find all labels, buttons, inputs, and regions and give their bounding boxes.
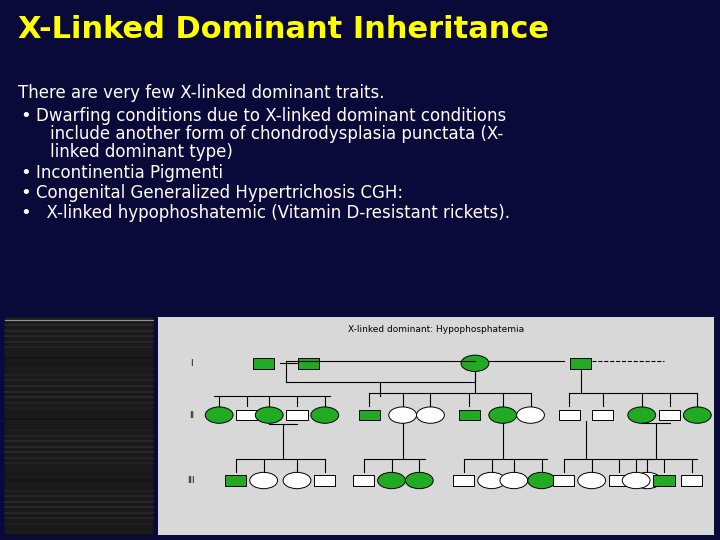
Text: III: III [188, 476, 195, 485]
Text: X-linked hypophoshatemic (Vitamin D-resistant rickets).: X-linked hypophoshatemic (Vitamin D-resi… [36, 204, 510, 222]
Text: linked dominant type): linked dominant type) [50, 143, 233, 161]
Text: X-Linked Dominant Inheritance: X-Linked Dominant Inheritance [18, 15, 549, 44]
Ellipse shape [634, 472, 661, 489]
Bar [236, 410, 258, 420]
Ellipse shape [577, 472, 606, 489]
FancyBboxPatch shape [5, 317, 153, 535]
Bar [681, 475, 702, 485]
Text: •: • [20, 107, 31, 125]
Ellipse shape [528, 472, 556, 489]
Ellipse shape [256, 407, 283, 423]
Ellipse shape [389, 407, 417, 423]
Text: •: • [20, 184, 31, 202]
Text: II: II [189, 410, 194, 420]
Text: Dwarfing conditions due to X-linked dominant conditions: Dwarfing conditions due to X-linked domi… [36, 107, 506, 125]
Text: •: • [20, 204, 31, 222]
Bar [225, 475, 246, 485]
Bar [593, 410, 613, 420]
Ellipse shape [377, 472, 405, 489]
FancyBboxPatch shape [158, 317, 714, 535]
Bar [609, 475, 630, 485]
Text: I: I [190, 359, 193, 368]
Bar [570, 358, 591, 368]
Bar [459, 410, 480, 420]
Ellipse shape [683, 407, 711, 423]
Ellipse shape [517, 407, 544, 423]
Text: There are very few X-linked dominant traits.: There are very few X-linked dominant tra… [18, 84, 384, 102]
Bar [553, 475, 575, 485]
Bar [653, 475, 675, 485]
Bar [559, 410, 580, 420]
Bar [287, 410, 307, 420]
Text: Incontinentia Pigmenti: Incontinentia Pigmenti [36, 164, 223, 182]
Text: X-linked dominant: Hypophosphatemia: X-linked dominant: Hypophosphatemia [348, 325, 524, 334]
Bar [314, 475, 336, 485]
Ellipse shape [622, 472, 650, 489]
Ellipse shape [628, 407, 656, 423]
Ellipse shape [489, 407, 517, 423]
Ellipse shape [311, 407, 338, 423]
Ellipse shape [250, 472, 277, 489]
Bar [359, 410, 380, 420]
Bar [659, 410, 680, 420]
Ellipse shape [417, 407, 444, 423]
Text: Congenital Generalized Hypertrichosis CGH:: Congenital Generalized Hypertrichosis CG… [36, 184, 403, 202]
Ellipse shape [205, 407, 233, 423]
Ellipse shape [477, 472, 505, 489]
Bar [453, 475, 474, 485]
Ellipse shape [461, 355, 489, 372]
Ellipse shape [283, 472, 311, 489]
Bar [353, 475, 374, 485]
Ellipse shape [405, 472, 433, 489]
Text: •: • [20, 164, 31, 182]
Ellipse shape [500, 472, 528, 489]
Text: include another form of chondrodysplasia punctata (X-: include another form of chondrodysplasia… [50, 125, 503, 143]
Bar [297, 358, 319, 368]
Bar [253, 358, 274, 368]
